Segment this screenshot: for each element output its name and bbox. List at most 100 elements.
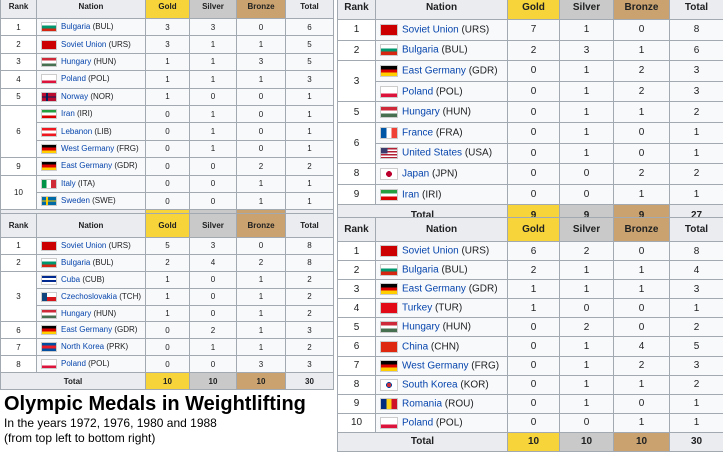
rank-header[interactable]: Rank <box>338 218 376 242</box>
flag-rou-icon <box>380 398 398 410</box>
nation-code: (USA) <box>462 148 492 159</box>
nation-link[interactable]: Norway <box>61 92 88 101</box>
nation-cell: Iran (IRI) <box>376 184 508 205</box>
nation-link[interactable]: Bulgaria <box>402 45 439 56</box>
nation-link[interactable]: Hungary <box>402 107 440 118</box>
nation-link[interactable]: Bulgaria <box>402 265 439 276</box>
nation-cell: Norway (NOR) <box>37 88 146 105</box>
rank-header[interactable]: Rank <box>1 214 37 238</box>
nation-link[interactable]: Soviet Union <box>61 40 106 49</box>
flag-pol-icon <box>41 74 57 84</box>
bronze-cell: 0 <box>614 143 670 164</box>
rank-cell: 3 <box>1 271 37 322</box>
rank-cell: 7 <box>1 339 37 356</box>
nation-link[interactable]: East Germany <box>402 66 466 77</box>
bronze-header[interactable]: Bronze <box>237 214 286 238</box>
nation-link[interactable]: Lebanon <box>61 127 92 136</box>
silver-header[interactable]: Silver <box>560 218 614 242</box>
rank-header[interactable]: Rank <box>1 0 37 19</box>
nation-link[interactable]: North Korea <box>61 342 104 351</box>
nation-link[interactable]: Czechoslovakia <box>61 292 117 301</box>
nation-cell: Poland (POL) <box>37 356 146 373</box>
nation-link[interactable]: Iran <box>61 109 75 118</box>
nation-link[interactable]: Poland <box>402 418 433 429</box>
nation-cell: Poland (POL) <box>376 81 508 102</box>
nation-link[interactable]: France <box>402 127 433 138</box>
nation-header[interactable]: Nation <box>376 218 508 242</box>
nation-link[interactable]: Romania <box>402 398 442 409</box>
nation-link[interactable]: Bulgaria <box>61 22 90 31</box>
silver-cell: 1 <box>560 122 614 143</box>
nation-link[interactable]: Italy <box>61 179 76 188</box>
gold-cell: 2 <box>508 261 560 280</box>
silver-cell: 1 <box>560 394 614 413</box>
nation-link[interactable]: Poland <box>61 359 86 368</box>
nation-link[interactable]: Cuba <box>61 275 80 284</box>
total-cell: 2 <box>670 318 723 337</box>
nation-link[interactable]: Iran <box>402 189 419 200</box>
silver-header[interactable]: Silver <box>190 214 237 238</box>
total-cell: 1 <box>670 299 723 318</box>
bronze-header[interactable]: Bronze <box>237 0 286 19</box>
rank-cell: 9 <box>1 158 37 175</box>
silver-header[interactable]: Silver <box>560 0 614 20</box>
silver-cell: 3 <box>190 19 237 36</box>
gold-header[interactable]: Gold <box>508 0 560 20</box>
nation-link[interactable]: Bulgaria <box>61 258 90 267</box>
nation-cell: South Korea (KOR) <box>376 375 508 394</box>
gold-cell: 0 <box>146 356 190 373</box>
nation-link[interactable]: Hungary <box>61 309 91 318</box>
bronze-header[interactable]: Bronze <box>614 218 670 242</box>
nation-link[interactable]: South Korea <box>402 379 458 390</box>
total-header[interactable]: Total <box>286 214 334 238</box>
total-header[interactable]: Total <box>670 0 723 20</box>
nation-header[interactable]: Nation <box>376 0 508 20</box>
nation-link[interactable]: East Germany <box>61 161 112 170</box>
nation-link[interactable]: Sweden <box>61 196 90 205</box>
rank-header[interactable]: Rank <box>338 0 376 20</box>
gold-header[interactable]: Gold <box>508 218 560 242</box>
nation-link[interactable]: Hungary <box>61 57 91 66</box>
nation-link[interactable]: Turkey <box>402 303 432 314</box>
nation-link[interactable]: Japan <box>402 169 429 180</box>
nation-link[interactable]: East Germany <box>61 326 112 335</box>
nation-link[interactable]: Poland <box>61 74 86 83</box>
nation-link[interactable]: West Germany <box>61 144 114 153</box>
bronze-header[interactable]: Bronze <box>614 0 670 20</box>
nation-link[interactable]: Soviet Union <box>402 24 459 35</box>
rank-cell: 5 <box>338 318 376 337</box>
flag-cub-icon <box>41 275 57 285</box>
flag-pol-icon <box>380 86 398 98</box>
nation-header[interactable]: Nation <box>37 0 146 19</box>
nation-link[interactable]: Poland <box>402 86 433 97</box>
nation-link[interactable]: East Germany <box>402 284 466 295</box>
nation-link[interactable]: Soviet Union <box>61 241 106 250</box>
total-cell: 2 <box>286 339 334 356</box>
nation-link[interactable]: United States <box>402 148 462 159</box>
nation-cell: United States (USA) <box>376 143 508 164</box>
nation-link[interactable]: Hungary <box>402 322 440 333</box>
nation-code: (BUL) <box>90 258 113 267</box>
total-cell: 3 <box>670 280 723 299</box>
silver-header[interactable]: Silver <box>190 0 237 19</box>
nation-link[interactable]: China <box>402 341 428 352</box>
silver-cell: 1 <box>560 143 614 164</box>
nation-cell: Soviet Union (URS) <box>37 238 146 255</box>
total-header[interactable]: Total <box>670 218 723 242</box>
nation-link[interactable]: Soviet Union <box>402 246 459 257</box>
nation-link[interactable]: West Germany <box>402 360 469 371</box>
gold-header[interactable]: Gold <box>146 214 190 238</box>
silver-cell: 1 <box>190 36 237 53</box>
gold-cell: 0 <box>146 175 190 192</box>
nation-cell: East Germany (GDR) <box>37 322 146 339</box>
total-header[interactable]: Total <box>286 0 334 19</box>
nation-code: (KOR) <box>458 379 489 390</box>
nation-header[interactable]: Nation <box>37 214 146 238</box>
gold-header[interactable]: Gold <box>146 0 190 19</box>
flag-nor-icon <box>41 92 57 102</box>
bronze-cell: 0 <box>614 299 670 318</box>
